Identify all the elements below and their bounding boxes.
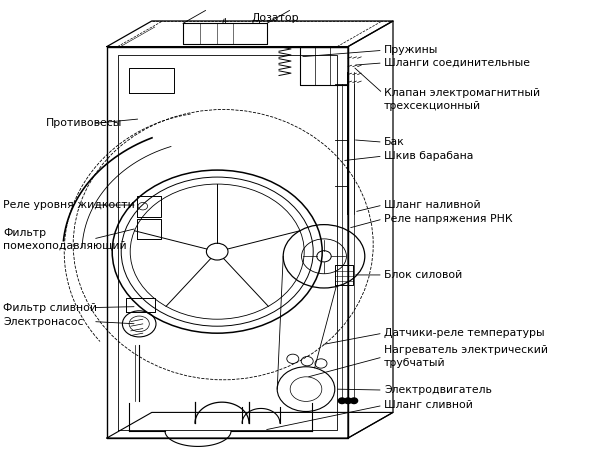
Text: Пружины: Пружины (384, 45, 439, 55)
Text: помехоподавляющий: помехоподавляющий (3, 240, 127, 251)
Text: Шкив барабана: Шкив барабана (384, 151, 473, 161)
Text: Нагреватель электрический: Нагреватель электрический (384, 345, 548, 356)
Text: Шланг наливной: Шланг наливной (384, 200, 481, 210)
Text: трубчатый: трубчатый (384, 358, 446, 369)
Text: Дозатор: Дозатор (252, 13, 299, 23)
Text: Фильтр: Фильтр (3, 228, 46, 238)
Text: Фильтр сливной: Фильтр сливной (3, 302, 97, 313)
Text: Блок силовой: Блок силовой (384, 270, 462, 280)
Text: Датчики-реле температуры: Датчики-реле температуры (384, 328, 545, 338)
Text: Электронасос: Электронасос (3, 316, 83, 327)
Text: трехсекционный: трехсекционный (384, 101, 481, 111)
Text: Клапан электромагнитный: Клапан электромагнитный (384, 88, 540, 98)
Text: Электродвигатель: Электродвигатель (384, 385, 492, 395)
Text: Шланг сливной: Шланг сливной (384, 400, 473, 411)
Circle shape (338, 398, 346, 404)
Text: Шланги соединительные: Шланги соединительные (384, 58, 530, 68)
Circle shape (344, 398, 352, 404)
Text: Реле напряжения РНК: Реле напряжения РНК (384, 214, 512, 224)
Text: Противовесы: Противовесы (46, 118, 122, 129)
Circle shape (350, 398, 358, 404)
Text: Реле уровня жидкости: Реле уровня жидкости (3, 200, 135, 210)
Text: Бак: Бак (384, 137, 405, 147)
